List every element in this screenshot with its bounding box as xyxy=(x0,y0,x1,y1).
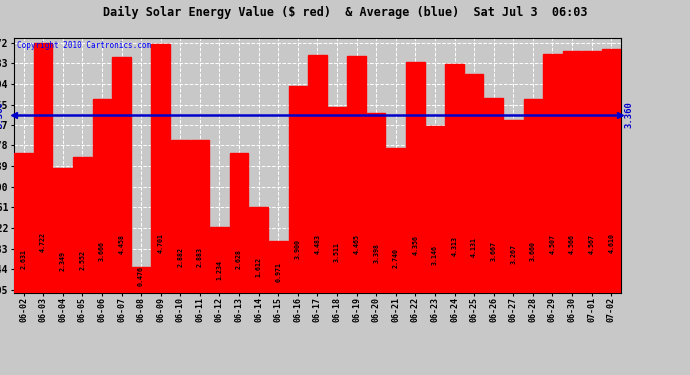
Bar xyxy=(484,99,503,292)
Text: 2.882: 2.882 xyxy=(177,247,184,267)
Text: 4.507: 4.507 xyxy=(549,234,555,254)
Text: 3.511: 3.511 xyxy=(334,242,340,262)
Text: 3.660: 3.660 xyxy=(530,241,536,261)
Bar xyxy=(582,51,601,292)
Bar xyxy=(53,168,72,292)
Bar xyxy=(386,147,405,292)
Bar xyxy=(347,56,366,292)
Bar xyxy=(426,126,444,292)
Bar xyxy=(524,99,542,292)
Bar xyxy=(210,227,229,292)
Bar xyxy=(132,267,150,292)
Text: 2.883: 2.883 xyxy=(197,247,203,267)
Text: 3.267: 3.267 xyxy=(511,244,516,264)
Bar xyxy=(602,49,620,292)
Text: 2.628: 2.628 xyxy=(236,249,242,269)
Text: 4.356: 4.356 xyxy=(413,235,418,255)
Text: Daily Solar Energy Value ($ red)  & Average (blue)  Sat Jul 3  06:03: Daily Solar Energy Value ($ red) & Avera… xyxy=(103,6,587,19)
Bar xyxy=(406,62,424,292)
Text: 3.398: 3.398 xyxy=(373,243,380,263)
Text: 4.566: 4.566 xyxy=(569,234,575,254)
Text: 3.146: 3.146 xyxy=(432,245,438,265)
Text: 3.360: 3.360 xyxy=(0,101,5,128)
Bar xyxy=(308,56,326,292)
Text: 2.631: 2.631 xyxy=(21,249,27,269)
Bar xyxy=(269,241,288,292)
Text: 2.740: 2.740 xyxy=(393,248,399,268)
Text: 1.234: 1.234 xyxy=(217,260,222,280)
Text: 4.483: 4.483 xyxy=(315,234,320,254)
Bar xyxy=(14,153,33,292)
Bar xyxy=(367,113,386,292)
Bar xyxy=(543,54,562,292)
Bar xyxy=(249,207,268,292)
Text: 4.610: 4.610 xyxy=(608,233,614,253)
Bar xyxy=(151,44,170,292)
Text: 3.900: 3.900 xyxy=(295,239,301,259)
Bar xyxy=(288,86,307,292)
Text: 3.666: 3.666 xyxy=(99,241,105,261)
Bar xyxy=(171,140,190,292)
Bar xyxy=(190,140,209,292)
Bar xyxy=(34,43,52,292)
Text: 3.360: 3.360 xyxy=(624,101,633,128)
Bar xyxy=(73,158,92,292)
Text: 3.667: 3.667 xyxy=(491,241,497,261)
Bar xyxy=(92,99,111,292)
Bar xyxy=(445,64,464,292)
Text: 1.612: 1.612 xyxy=(255,257,262,277)
Text: 4.131: 4.131 xyxy=(471,237,477,257)
Text: Copyright 2010 Cartronics.com: Copyright 2010 Cartronics.com xyxy=(17,41,151,50)
Text: 4.458: 4.458 xyxy=(119,234,124,255)
Text: 4.465: 4.465 xyxy=(353,234,359,254)
Text: 2.349: 2.349 xyxy=(60,251,66,271)
Text: 4.722: 4.722 xyxy=(40,232,46,252)
Text: 4.313: 4.313 xyxy=(451,236,457,256)
Text: 0.971: 0.971 xyxy=(275,262,282,282)
Text: 2.552: 2.552 xyxy=(79,250,86,270)
Bar xyxy=(504,120,522,292)
Text: 4.567: 4.567 xyxy=(589,234,595,254)
Bar xyxy=(563,51,582,292)
Bar xyxy=(230,153,248,292)
Text: 4.701: 4.701 xyxy=(158,232,164,252)
Bar xyxy=(112,57,131,292)
Bar xyxy=(328,107,346,292)
Text: 0.476: 0.476 xyxy=(138,266,144,286)
Bar xyxy=(465,74,484,292)
